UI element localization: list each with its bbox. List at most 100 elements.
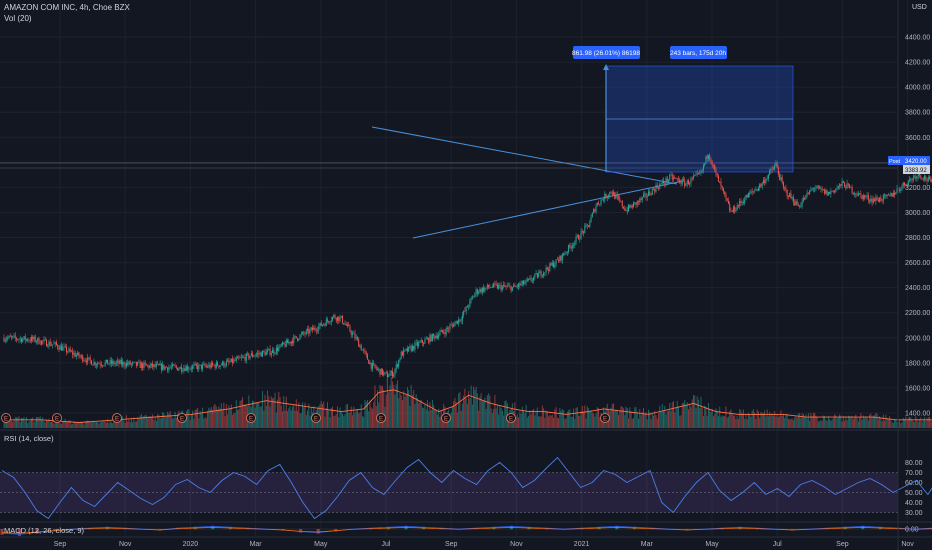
candle — [922, 178, 924, 180]
candle — [619, 198, 621, 202]
volume-bar — [917, 421, 919, 428]
candle — [792, 197, 794, 203]
measure-time-badge — [670, 46, 727, 59]
candle — [82, 355, 84, 362]
volume-bar — [685, 405, 687, 428]
volume-bar — [817, 421, 819, 428]
volume-bar — [120, 417, 122, 428]
volume-bar — [259, 406, 261, 428]
volume-bar — [410, 385, 412, 428]
volume-bar — [819, 421, 821, 428]
candle — [914, 176, 916, 178]
candle — [885, 194, 887, 197]
candle — [44, 339, 46, 341]
volume-bar — [20, 417, 22, 428]
volume-bar — [806, 418, 808, 428]
candle — [389, 373, 391, 377]
candle — [178, 368, 180, 371]
candle — [319, 322, 321, 327]
candle — [173, 364, 175, 366]
candle — [772, 168, 774, 170]
candle — [371, 362, 373, 369]
volume-bar — [409, 405, 411, 428]
volume-bar — [385, 394, 387, 428]
candle — [495, 283, 497, 285]
volume-bar — [929, 417, 931, 428]
candle — [361, 349, 363, 351]
candle — [872, 199, 874, 203]
volume-bar — [213, 405, 215, 428]
candle — [909, 179, 911, 181]
candle — [449, 325, 451, 330]
candle — [605, 193, 607, 199]
candle — [299, 334, 301, 340]
volume-bar — [404, 396, 406, 428]
volume-bar — [9, 420, 11, 428]
volume-bar — [646, 419, 648, 428]
candle — [715, 169, 717, 174]
candle — [586, 224, 588, 226]
volume-bar — [479, 396, 481, 428]
volume-bar — [149, 416, 151, 428]
volume-bar — [323, 401, 325, 428]
candle — [830, 191, 832, 194]
candle — [202, 364, 204, 369]
volume-bar — [561, 409, 563, 428]
candle — [423, 343, 425, 344]
candle — [735, 210, 737, 212]
volume-bar — [33, 422, 35, 428]
volume-bar — [23, 417, 25, 428]
volume-bar — [421, 407, 423, 428]
candle — [653, 189, 655, 190]
candle — [531, 280, 533, 282]
volume-bar — [767, 416, 769, 428]
volume-bar — [344, 414, 346, 428]
price-tick-label: 3200.00 — [905, 185, 930, 192]
volume-bar — [287, 411, 289, 428]
candle — [929, 177, 931, 179]
volume-bar — [214, 404, 216, 428]
candle — [60, 345, 62, 351]
volume-bar — [712, 416, 714, 428]
candle — [434, 335, 436, 339]
volume-bar — [351, 415, 353, 428]
candle — [689, 183, 691, 185]
volume-bar — [119, 420, 121, 428]
candle — [506, 286, 508, 287]
candle — [824, 189, 826, 194]
volume-bar — [273, 397, 275, 428]
volume-bar — [340, 410, 342, 428]
volume-bar — [630, 411, 632, 428]
volume-bar — [590, 409, 592, 428]
volume-bar — [112, 423, 114, 428]
volume-bar — [331, 406, 333, 428]
earnings-marker-label: E — [444, 417, 448, 423]
candle — [100, 364, 102, 366]
volume-bar — [118, 422, 120, 428]
time-tick-label: Jul — [773, 541, 782, 548]
volume-bar — [80, 422, 82, 428]
volume-bar — [519, 411, 521, 428]
candle — [817, 186, 819, 187]
volume-bar — [924, 417, 926, 428]
candle — [614, 192, 616, 199]
candle — [900, 189, 902, 191]
candle — [636, 201, 638, 205]
currency-label[interactable]: USD — [912, 4, 927, 11]
volume-bar — [555, 407, 557, 428]
volume-bar — [49, 421, 51, 428]
volume-bar — [198, 418, 200, 428]
volume-bar — [345, 404, 347, 428]
candle — [204, 364, 206, 367]
volume-bar — [618, 415, 620, 428]
candle — [167, 367, 169, 371]
candle — [726, 198, 728, 201]
candle — [39, 343, 41, 345]
measure-tool[interactable]: 861.98 (26.01%) 86198 243 bars, 175d 20h — [572, 46, 794, 173]
candle — [549, 263, 551, 271]
volume-bar — [921, 421, 923, 428]
candle — [710, 159, 712, 163]
